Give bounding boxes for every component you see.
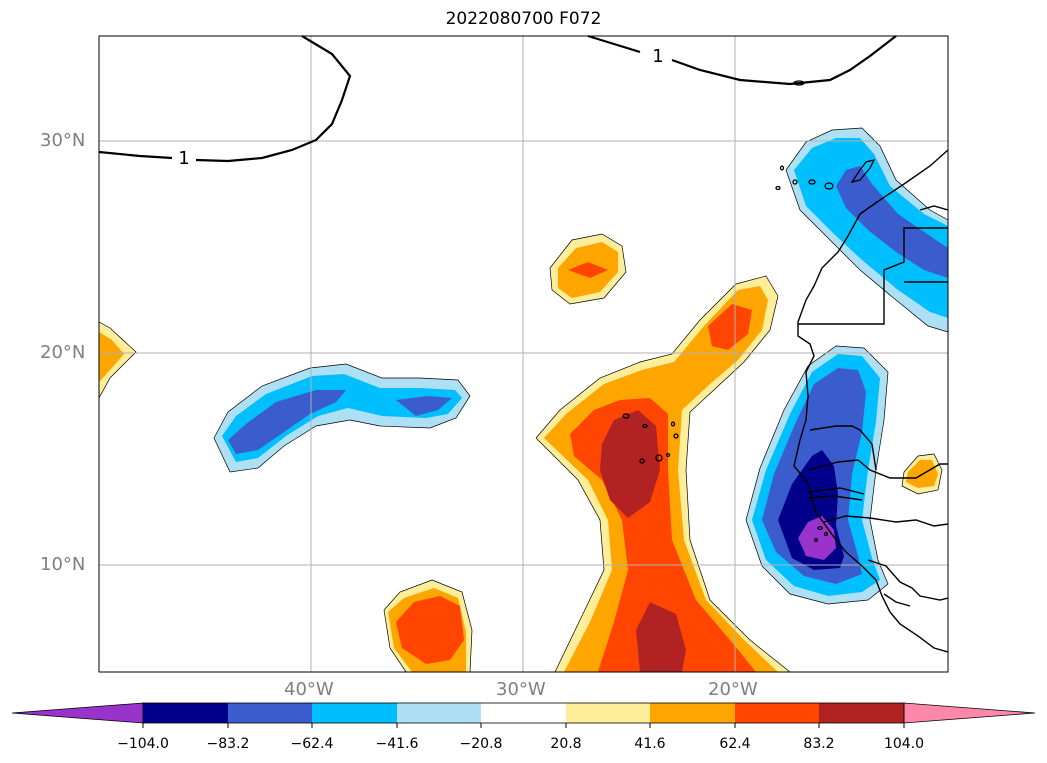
contour-blue-band-core — [228, 390, 452, 454]
lat-label-20n: 20°N — [40, 342, 86, 363]
colorbar-ticks — [142, 723, 905, 728]
contour-blue-band-mid — [222, 374, 462, 462]
contour-line-n — [587, 34, 897, 86]
colorbar-tick-label: −83.2 — [207, 736, 250, 752]
border-sierra-leone — [883, 593, 911, 607]
island-canary-6 — [850, 159, 876, 184]
island-bissagos-3 — [813, 537, 819, 543]
colorbar-tick-label: −62.4 — [291, 736, 334, 752]
contour-blob-35w-core — [396, 596, 464, 664]
colorbar: −104.0 −83.2 −62.4 −41.6 −20.8 20.8 41.6… — [11, 702, 1036, 752]
colorbar-tick-label: −104.0 — [117, 736, 169, 752]
island-bissagos-2 — [823, 531, 829, 537]
lat-label-10n: 10°N — [40, 554, 86, 575]
contour-plume-inner — [570, 304, 756, 672]
colorbar-tick-label: 104.0 — [884, 736, 924, 752]
colorbar-bin-9 — [819, 703, 904, 723]
island-cape-verde-7 — [665, 452, 671, 458]
contour-ne-band-core — [836, 166, 948, 278]
islands — [622, 80, 876, 543]
contour-left-edge-core — [99, 332, 124, 382]
colorbar-extend-high — [903, 702, 1036, 724]
map-title: 2022080700 F072 — [445, 9, 602, 29]
border-gambia-2 — [807, 495, 863, 501]
coastline-africa — [793, 149, 948, 653]
island-cape-verde-6 — [655, 454, 663, 462]
border-mali — [859, 429, 877, 471]
island-canary-1 — [824, 182, 834, 190]
colorbar-tick-label: 62.4 — [719, 736, 750, 752]
colorbar-bin-7 — [650, 703, 735, 723]
coastlines — [793, 149, 948, 653]
colorbar-tick-label: 20.8 — [550, 736, 581, 752]
coastline-morocco-detail — [919, 205, 948, 211]
island-canary-3 — [792, 179, 798, 185]
colorbar-tick-label: 41.6 — [634, 736, 665, 752]
contour-label-nw: 1 — [178, 148, 189, 169]
colorbar-bin-5 — [481, 703, 566, 723]
colorbar-bin-2 — [228, 703, 312, 723]
lon-label-40w: 40°W — [284, 679, 334, 700]
border-western-sahara — [798, 227, 948, 325]
border-gambia — [807, 487, 865, 495]
island-cape-verde-5 — [639, 458, 645, 464]
colorbar-bin-4 — [397, 703, 481, 723]
island-bissagos-1 — [817, 525, 823, 531]
border-mauritania-2 — [809, 425, 861, 431]
lon-label-30w: 30°W — [496, 679, 546, 700]
lon-label-20w: 20°W — [708, 679, 758, 700]
contour-blob-24n-core — [568, 262, 608, 278]
island-cape-verde-3 — [670, 421, 676, 427]
island-cape-verde-1 — [622, 413, 630, 419]
colorbar-frame — [142, 702, 905, 724]
colorbar-bin-1 — [143, 703, 228, 723]
contour-line-nw — [98, 35, 352, 163]
island-cape-verde-2 — [642, 423, 648, 429]
colorbar-bin-6 — [566, 703, 650, 723]
border-guinea — [867, 559, 948, 601]
island-canary-4 — [775, 185, 781, 191]
lat-label-30n: 30°N — [40, 130, 86, 151]
colorbar-tick-label: 83.2 — [803, 736, 834, 752]
island-cape-verde-4 — [673, 433, 679, 439]
plot-frame — [98, 35, 949, 673]
island-canary-5 — [779, 165, 785, 171]
colorbar-tick-label: −41.6 — [376, 736, 419, 752]
colorbar-tick-label: −20.8 — [460, 736, 503, 752]
contour-plume-core — [600, 410, 686, 672]
colorbar-bin-3 — [312, 703, 397, 723]
filled-contours — [99, 128, 948, 672]
border-guinea-bissau — [823, 515, 948, 527]
colorbar-extend-low — [11, 702, 144, 724]
colorbar-bin-8 — [735, 703, 819, 723]
contour-lines-value-1 — [98, 34, 897, 163]
contour-label-n: 1 — [652, 46, 663, 67]
island-canary-2 — [808, 179, 816, 185]
border-senegal — [807, 459, 948, 479]
